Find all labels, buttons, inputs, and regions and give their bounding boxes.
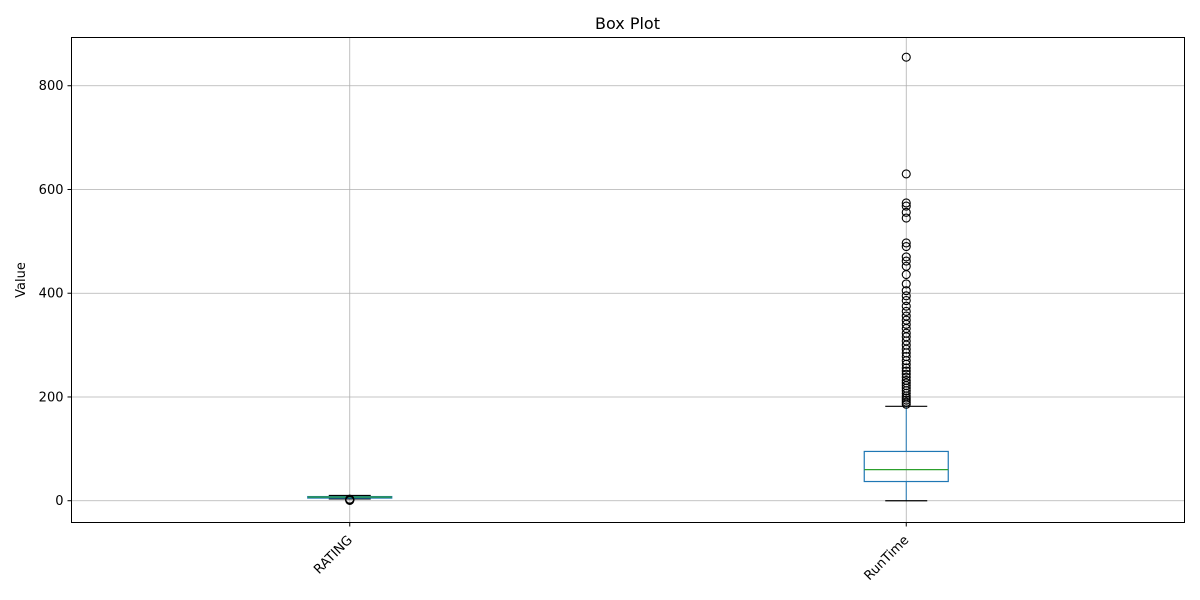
x-axis-ticks: RATING RunTime <box>311 522 913 584</box>
outlier-point <box>901 256 911 266</box>
y-axis-label: Value <box>14 262 29 298</box>
plot-frame <box>71 37 1185 523</box>
outlier-point <box>901 351 911 362</box>
outlier-point <box>901 261 911 271</box>
y-tick-label: 600 <box>39 183 64 198</box>
outlier-point <box>901 207 911 217</box>
outlier-point <box>901 201 911 211</box>
outlier-point <box>901 238 911 248</box>
outlier-point <box>901 213 911 223</box>
outlier-point <box>901 372 911 382</box>
outlier-point <box>901 378 911 388</box>
grid <box>71 37 1185 523</box>
outlier-point <box>901 369 911 379</box>
outlier-point <box>345 494 355 504</box>
outlier-point <box>901 198 911 208</box>
outlier-point <box>901 291 911 301</box>
outlier-point <box>901 169 911 179</box>
outlier-point <box>901 366 911 376</box>
outlier-point <box>901 315 911 325</box>
outlier-point <box>901 306 911 316</box>
outlier-point <box>901 295 911 306</box>
outlier-point <box>901 375 911 385</box>
y-tick-label: 800 <box>39 79 64 94</box>
x-tick-label: RATING <box>311 533 356 578</box>
iqr-box <box>863 450 949 483</box>
boxes <box>307 52 949 506</box>
outlier-point <box>901 241 911 252</box>
box-runtime <box>863 52 949 502</box>
outlier-point <box>901 52 911 62</box>
chart-title: Box Plot <box>595 14 660 33</box>
outlier-point <box>901 311 911 321</box>
y-axis-ticks: 0 200 400 600 800 <box>39 79 72 509</box>
y-tick-label: 200 <box>39 390 64 405</box>
outlier-point <box>901 286 911 296</box>
outlier-point <box>901 301 911 311</box>
box-rating <box>307 494 393 506</box>
outlier-point <box>901 328 911 338</box>
y-tick-label: 0 <box>55 494 63 509</box>
x-tick-label: RunTime <box>862 533 913 584</box>
outlier-point <box>901 363 911 373</box>
y-tick-label: 400 <box>39 287 64 302</box>
outlier-point <box>901 252 911 262</box>
outlier-point <box>901 279 911 289</box>
